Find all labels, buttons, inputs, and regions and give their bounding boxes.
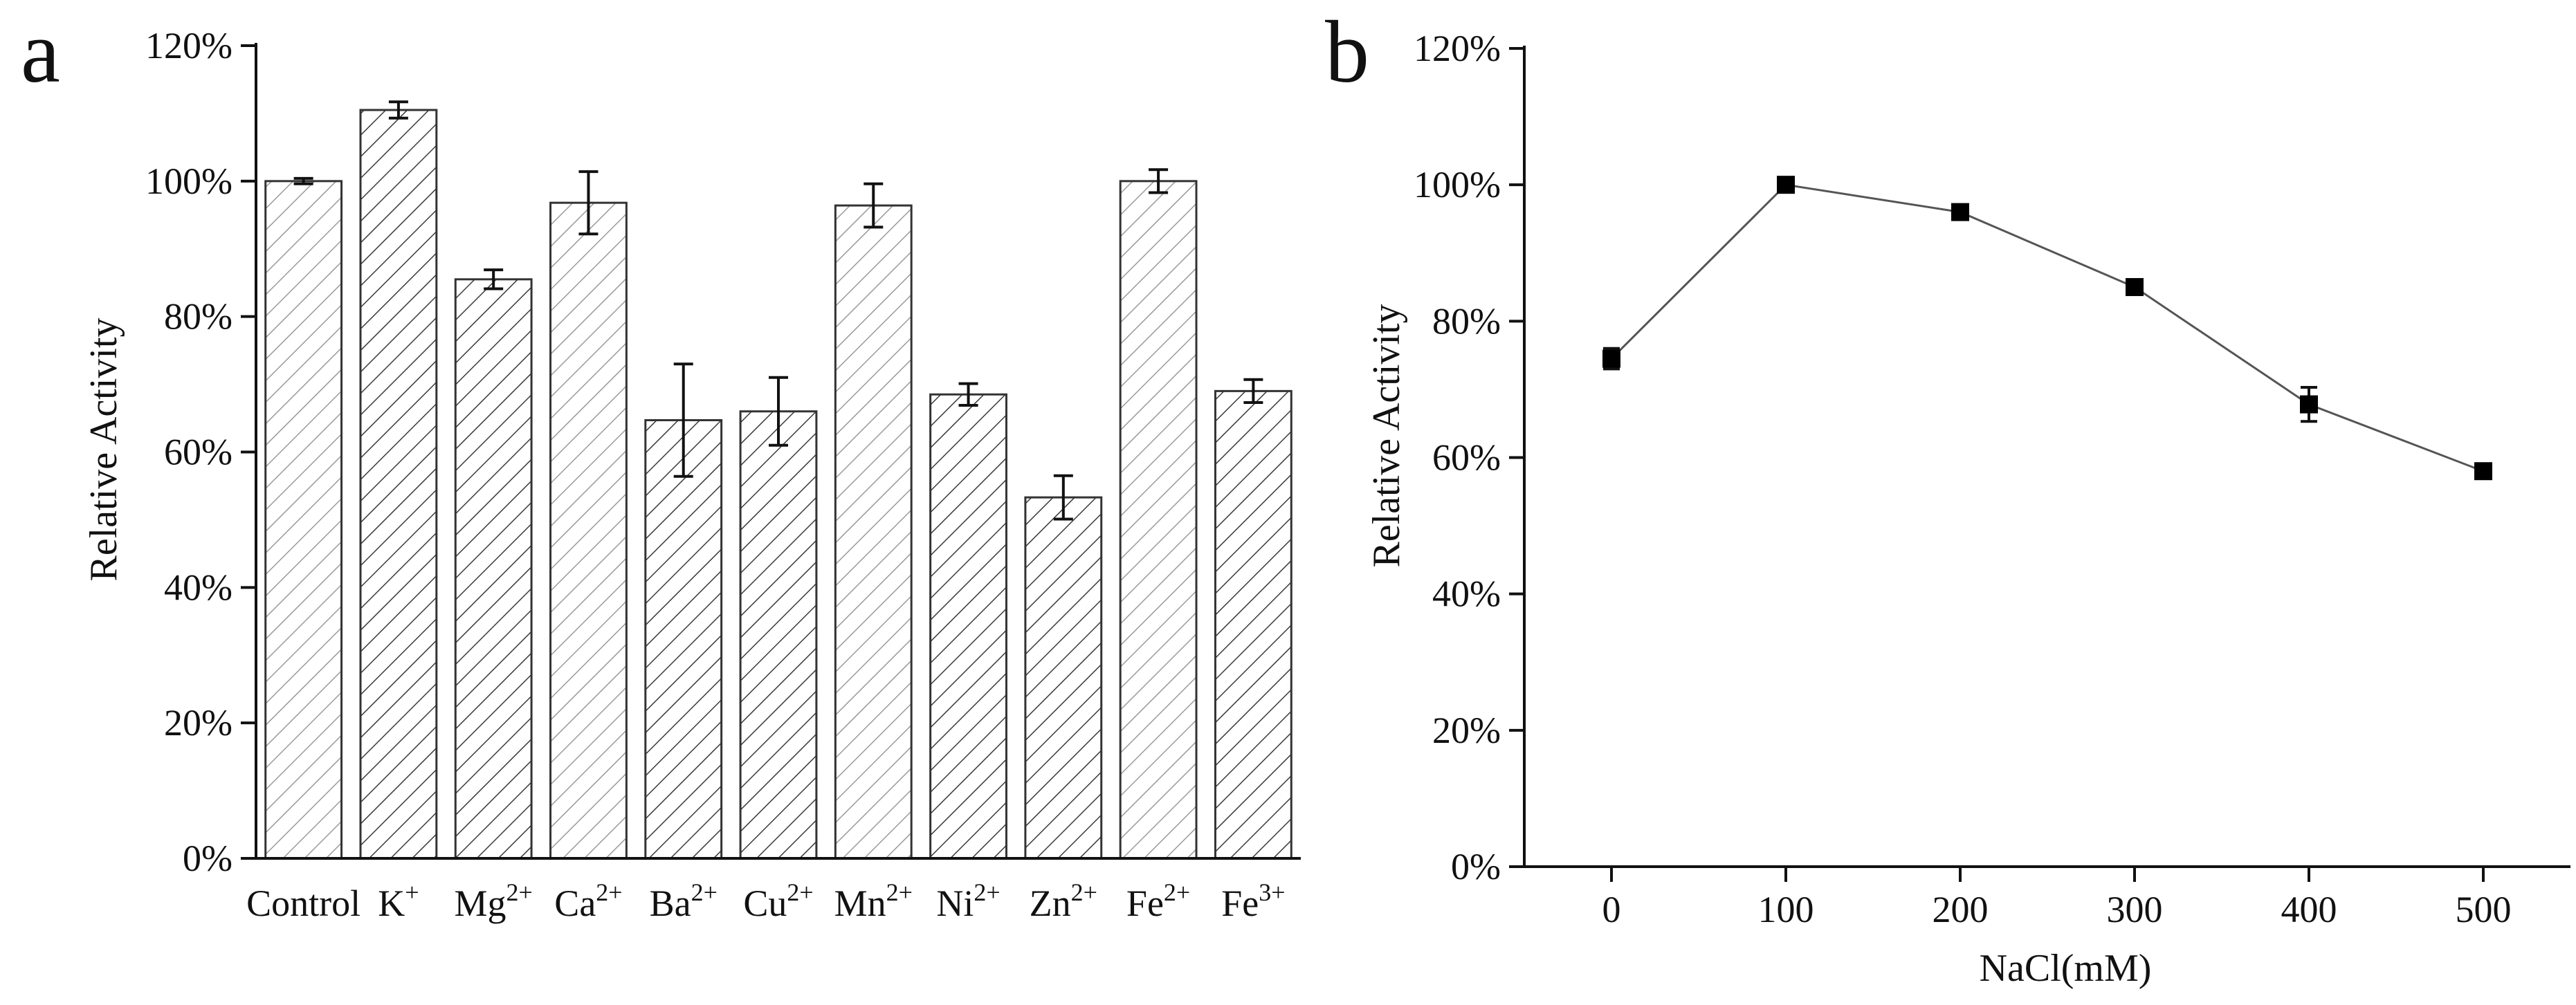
panel-a-error-bar (1053, 474, 1073, 521)
panel-a-error-bar (388, 100, 408, 120)
panel-a-category-label: Mn2+ (834, 878, 913, 924)
panel-a-error-bar (864, 182, 884, 229)
panel-a-y-tick-label: 40% (164, 566, 232, 608)
panel-a-error-bar (1149, 168, 1169, 194)
panel-b-y-tick-label: 0% (1451, 846, 1501, 887)
panel-a-category-label: Ni2+ (936, 878, 1000, 924)
panel-a-category-label: Fe3+ (1221, 878, 1285, 924)
panel-a-category-label: Mg2+ (455, 878, 533, 924)
panel-b-letter: b (1325, 3, 1369, 101)
panel-b-x-axis-title: NaCl(mM) (1980, 947, 2152, 990)
panel-b-x-tick-label: 300 (2107, 889, 2163, 930)
panel-a-error-bar (1243, 378, 1263, 405)
panel-b-data-point (1777, 176, 1795, 194)
panel-b-y-tick-label: 20% (1432, 710, 1501, 751)
panel-b-x-tick-label: 200 (1933, 889, 1989, 930)
panel-a-category-label: Fe2+ (1126, 878, 1190, 924)
panel-b-x-tick-label: 0 (1602, 889, 1621, 930)
panel-b-y-tick-label: 120% (1414, 28, 1501, 69)
panel-b-x-tick-label: 400 (2281, 889, 2337, 930)
panel-a-category-label: K+ (378, 878, 419, 924)
panel-a-bar (834, 204, 913, 860)
panel-a-category-label: Ca2+ (554, 878, 622, 924)
panel-a-error-bar (578, 170, 599, 236)
panel-a-category-label: Ba2+ (650, 878, 718, 924)
panel-a-bar (929, 393, 1007, 860)
panel-b-y-tick-label: 100% (1414, 164, 1501, 205)
panel-a-y-tick-label: 80% (164, 296, 232, 338)
panel-a-category-label: Cu2+ (743, 878, 813, 924)
panel-a-bar (1119, 180, 1198, 860)
panel-a-error-bar (673, 362, 693, 478)
panel-a-y-tick-label: 20% (164, 702, 232, 744)
panel-a-bar (549, 201, 628, 860)
panel-b-line-chart: b Relative Activity NaCl(mM) 0% 20% 40% 60%… (1325, 3, 2570, 990)
panel-a-y-tick-label: 100% (145, 160, 232, 202)
panel-a-error-bar (293, 176, 313, 185)
panel-b-y-axis-title: Relative Activity (1365, 304, 1408, 567)
panel-a-error-bar (958, 382, 978, 407)
panel-a-error-bar (769, 376, 788, 447)
panel-b-data-point (2474, 462, 2492, 481)
panel-b-data-point (1602, 349, 1620, 368)
panel-b-series-line (1610, 183, 2484, 472)
panel-b-x-tick-label: 100 (1758, 889, 1814, 930)
panel-b-y-tick-label: 60% (1432, 437, 1501, 479)
panel-a-y-axis-title: Relative Activity (82, 317, 125, 581)
panel-a-y-tick-label: 120% (145, 25, 232, 66)
panel-a-bar-chart: a Relative Activity 0% 20% 40% 60% 80% 100% 12… (21, 3, 1301, 924)
panel-a-bar (1024, 496, 1103, 860)
panel-a-bar (739, 410, 818, 860)
panel-a-bar (264, 180, 343, 860)
panel-a-y-tick-label: 60% (164, 432, 232, 473)
panel-a-bar (1214, 389, 1292, 860)
panel-b-x-tick-label: 500 (2456, 889, 2512, 930)
panel-a-y-tick-label: 0% (183, 838, 232, 879)
panel-b-data-point (2126, 278, 2144, 297)
panel-a-bar (359, 109, 438, 860)
panel-a-category-label: Control (246, 883, 360, 924)
panel-a-error-bar (484, 268, 504, 291)
panel-a-bar (454, 278, 533, 860)
panel-a-bar (644, 418, 723, 860)
panel-a-category-label: Zn2+ (1030, 878, 1097, 924)
panel-a-letter: a (21, 3, 60, 101)
panel-b-y-tick-label: 80% (1432, 300, 1501, 342)
panel-b-y-tick-label: 40% (1432, 573, 1501, 615)
panel-b-data-point (2300, 395, 2318, 414)
panel-b-data-point (1951, 203, 1969, 221)
